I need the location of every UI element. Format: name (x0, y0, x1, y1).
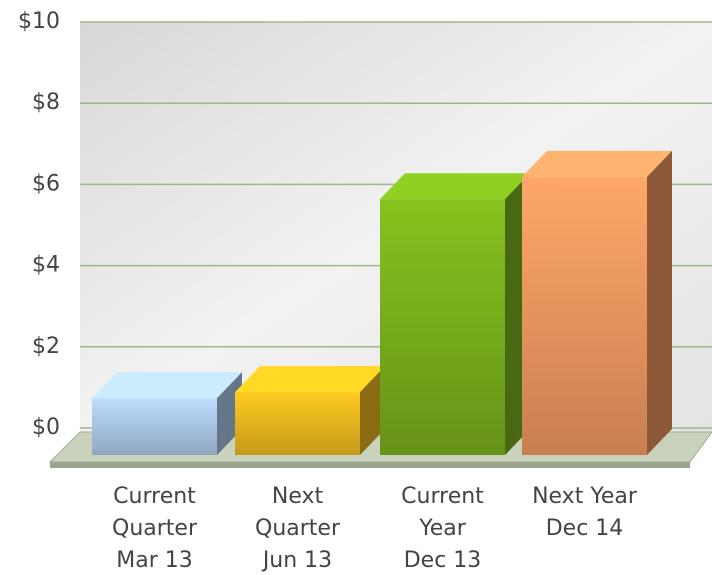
x-tick-label: Current (401, 484, 484, 509)
x-tick-label: Quarter (112, 516, 198, 541)
x-tick-label: Dec 14 (546, 516, 624, 541)
y-tick-label: $0 (32, 415, 60, 440)
y-tick-label: $10 (18, 9, 60, 34)
bar-side (360, 366, 385, 455)
x-tick-label: Mar 13 (116, 548, 193, 573)
bar-top (235, 366, 385, 393)
x-tick-label: Dec 13 (404, 548, 482, 573)
bar-top (92, 372, 242, 399)
y-tick-label: $2 (32, 334, 60, 359)
x-tick-label: Next Year (532, 484, 638, 509)
y-tick-label: $4 (32, 253, 60, 278)
bar-front (235, 392, 360, 455)
y-tick-label: $6 (32, 171, 60, 196)
x-tick-label: Current (113, 484, 196, 509)
floor-edge (50, 462, 690, 468)
y-tick-label: $8 (32, 90, 60, 115)
bar-front (522, 176, 647, 455)
x-tick-label: Quarter (255, 516, 341, 541)
bar-front (92, 398, 217, 455)
bar-top (522, 150, 672, 177)
bar-top (380, 173, 530, 200)
x-tick-label: Jun 13 (261, 548, 332, 573)
x-tick-label: Year (418, 516, 467, 541)
x-tick-label: Next (272, 484, 324, 509)
bar-front (380, 199, 505, 455)
bar-side (647, 150, 672, 455)
